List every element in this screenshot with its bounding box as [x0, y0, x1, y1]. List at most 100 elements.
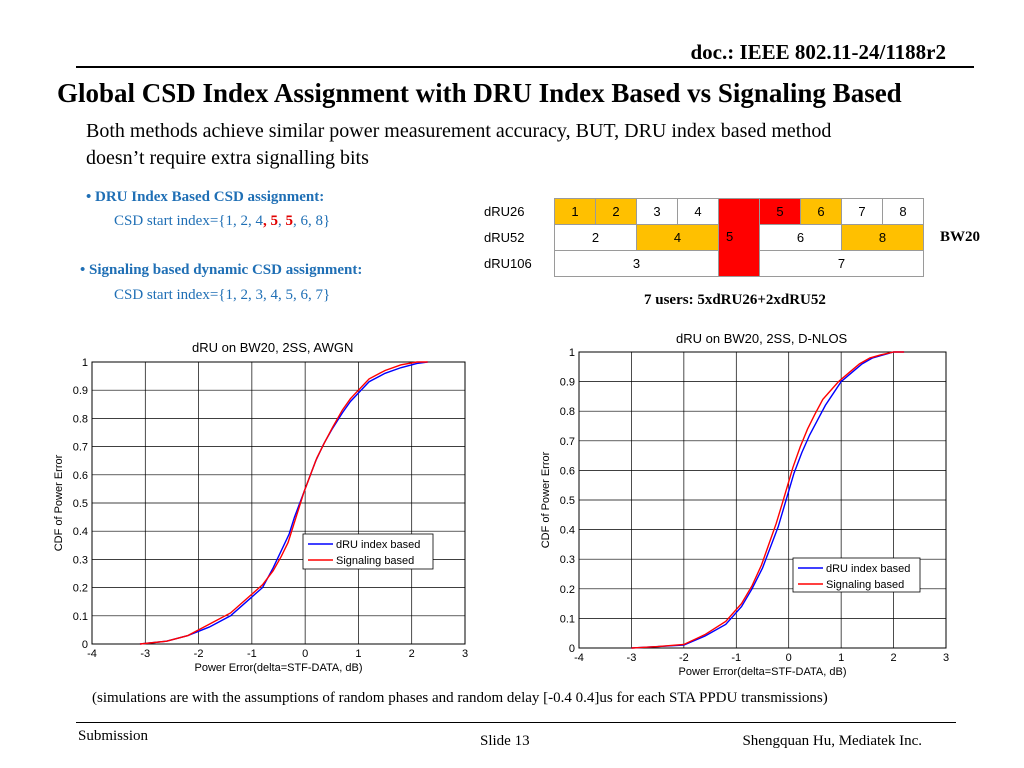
x-tick-label: -1 — [731, 652, 741, 664]
bullet-dru-index-csd: CSD start index={1, 2, 4, 5, 5, 6, 8} — [114, 213, 330, 230]
row-label-dru106: dRU106 — [484, 256, 532, 271]
table-cell-red-block — [718, 198, 760, 277]
table-cell: 1 — [554, 198, 596, 225]
x-tick-label: 1 — [355, 648, 361, 660]
legend-box — [792, 557, 921, 593]
plot-frame — [578, 351, 947, 649]
x-tick-label: 3 — [462, 648, 468, 660]
table-cell: 8 — [882, 198, 924, 225]
series-line-signaling-based — [631, 351, 905, 649]
legend: dRU index based Signaling based — [302, 533, 434, 570]
table-row-dru106: dRU106 3 7 — [484, 250, 924, 277]
bullet-signaling-heading: • Signaling based dynamic CSD assignment… — [80, 262, 363, 278]
table-cell: 6 — [800, 198, 842, 225]
legend-entry: Signaling based — [826, 579, 904, 591]
csd-highlight-1: 5 — [270, 213, 279, 229]
y-tick-label: 0.4 — [73, 526, 88, 538]
dru-allocation-table: dRU26 1 2 3 4 5 6 7 8 dRU52 2 4 6 8 dRU1… — [484, 198, 924, 277]
y-tick-label: 0 — [569, 643, 575, 655]
y-tick-label: 0.3 — [73, 554, 88, 566]
y-tick-label: 0.2 — [560, 584, 575, 596]
x-tick-label: 0 — [786, 652, 792, 664]
x-tick-label: -2 — [679, 652, 689, 664]
y-tick-label: 0.9 — [560, 377, 575, 389]
chart-1-title: dRU on BW20, 2SS, AWGN — [192, 340, 354, 355]
table-cell: 7 — [841, 198, 883, 225]
y-tick-label: 0.2 — [73, 583, 88, 595]
x-tick-label: -4 — [574, 652, 584, 664]
legend-entry: dRU index based — [336, 539, 420, 551]
footer-rule — [76, 722, 956, 723]
y-tick-label: 0.4 — [560, 525, 575, 537]
y-tick-label: 0.5 — [73, 498, 88, 510]
table-cell: 3 — [636, 198, 678, 225]
y-tick-label: 0.8 — [560, 406, 575, 418]
header-rule — [76, 66, 974, 68]
legend: dRU index based Signaling based — [792, 557, 921, 593]
y-tick-label: 0.6 — [560, 465, 575, 477]
slide-title: Global CSD Index Assignment with DRU Ind… — [57, 78, 902, 108]
plot-frame — [91, 361, 466, 645]
x-axis-label: Power Error(delta=STF-DATA, dB) — [679, 666, 847, 678]
y-tick-label: 0.8 — [73, 413, 88, 425]
x-tick-label: -3 — [140, 648, 150, 660]
y-axis-label: CDF of Power Error — [540, 451, 552, 548]
table-cell: 6 — [759, 224, 842, 251]
table-cell: 3 — [554, 250, 719, 277]
grid — [91, 361, 466, 645]
table-cell: 4 — [677, 198, 719, 225]
footer-slide-number: Slide 13 — [480, 733, 530, 749]
x-tick-label: 1 — [838, 652, 844, 664]
csd-sep-1: , — [263, 213, 271, 229]
y-axis-label: CDF of Power Error — [53, 454, 65, 551]
y-tick-label: 1 — [82, 357, 88, 369]
csd-text-prefix: CSD start index={1, 2, 4 — [114, 213, 263, 229]
y-tick-label: 0.7 — [560, 436, 575, 448]
bw-label: BW20 — [940, 229, 981, 245]
csd-text-suffix: , 6, 8} — [293, 213, 331, 229]
chart-2-title: dRU on BW20, 2SS, D-NLOS — [676, 331, 848, 346]
table-cell: 2 — [595, 198, 637, 225]
users-note: 7 users: 5xdRU26+2xdRU52 — [644, 292, 826, 308]
legend-box — [302, 533, 434, 570]
series-line-signaling-based — [139, 361, 428, 645]
y-tick-label: 0 — [82, 639, 88, 651]
x-tick-label: 0 — [302, 648, 308, 660]
table-row-dru26: dRU26 1 2 3 4 5 6 7 8 — [484, 198, 924, 277]
x-tick-label: -4 — [87, 648, 97, 660]
y-tick-label: 0.5 — [560, 495, 575, 507]
bullet-dru-index-heading: • DRU Index Based CSD assignment: — [86, 189, 325, 205]
table-cell: 8 — [841, 224, 924, 251]
series-line-dru-index-based — [631, 351, 905, 649]
y-tick-label: 0.1 — [73, 611, 88, 623]
y-tick-label: 0.9 — [73, 385, 88, 397]
x-axis-label: Power Error(delta=STF-DATA, dB) — [195, 662, 363, 674]
chart-awgn: -4 -3 -2 -1 0 1 2 3 0 0.1 0.2 0.3 0.4 0.5 0.6 0.7 0.8 0.9… — [53, 357, 468, 674]
y-tick-label: 0.1 — [560, 613, 575, 625]
y-tick-label: 0.3 — [560, 554, 575, 566]
legend-entry: dRU index based — [826, 563, 910, 575]
x-tick-label: -1 — [247, 648, 257, 660]
grid — [578, 351, 947, 649]
table-cell: 5 — [759, 198, 801, 225]
legend-entry: Signaling based — [336, 555, 414, 567]
footnote: (simulations are with the assumptions of… — [92, 690, 828, 706]
x-tick-label: 3 — [943, 652, 949, 664]
document-id: doc.: IEEE 802.11-24/1188r2 — [690, 40, 946, 64]
table-row-dru52: dRU52 2 4 6 8 — [484, 224, 924, 251]
csd-highlight-2: 5 — [285, 213, 294, 229]
intro-text: Both methods achieve similar power measu… — [86, 120, 832, 169]
footer-author: Shengquan Hu, Mediatek Inc. — [742, 733, 922, 749]
row-label-dru26: dRU26 — [484, 204, 525, 219]
x-tick-label: -3 — [627, 652, 637, 664]
footer-submission: Submission — [78, 728, 149, 744]
table-cell: 7 — [759, 250, 924, 277]
row-label-dru52: dRU52 — [484, 230, 525, 245]
chart-d-nlos: -4 -3 -2 -1 0 1 2 3 0 0.1 0.2 0.3 0.4 0.5 0.6 0.7 0.8 0.9… — [540, 347, 949, 678]
table-cell: 4 — [636, 224, 719, 251]
x-tick-label: 2 — [891, 652, 897, 664]
table-cell: 2 — [554, 224, 637, 251]
bullet-signaling-csd: CSD start index={1, 2, 3, 4, 5, 6, 7} — [114, 287, 331, 303]
x-tick-label: -2 — [194, 648, 204, 660]
csd-sep-2: , — [278, 213, 286, 229]
